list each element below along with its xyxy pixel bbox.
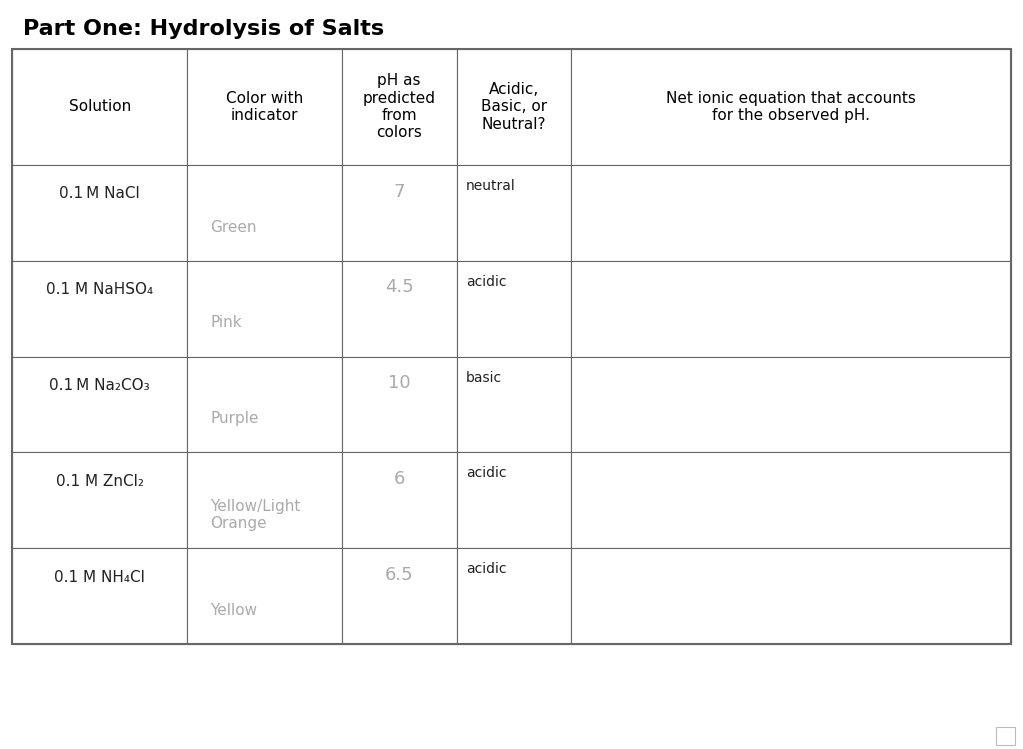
Bar [456,548,572,644]
Bar [342,452,456,548]
Text: 0.1 M Na₂CO₃: 0.1 M Na₂CO₃ [49,377,150,392]
Bar [572,357,1011,452]
Text: Yellow/Light
Orange: Yellow/Light Orange [210,499,301,531]
Text: Acidic,
Basic, or
Neutral?: Acidic, Basic, or Neutral? [481,82,547,132]
Bar [12,357,187,452]
Text: basic: basic [465,371,502,385]
Bar [456,452,572,548]
Bar [342,261,456,357]
Text: 0.1 M NH₄Cl: 0.1 M NH₄Cl [54,569,145,584]
Bar [456,165,572,261]
Bar [572,49,1011,165]
Text: Net ionic equation that accounts
for the observed pH.: Net ionic equation that accounts for the… [666,91,916,123]
Text: Part One: Hydrolysis of Salts: Part One: Hydrolysis of Salts [23,19,384,39]
Bar [12,49,1011,644]
Text: Color with
indicator: Color with indicator [226,91,303,123]
Text: Solution: Solution [69,99,131,115]
Text: pH as
predicted
from
colors: pH as predicted from colors [363,73,436,140]
Text: neutral: neutral [465,179,516,193]
Bar [12,452,187,548]
Text: 0.1 M NaHSO₄: 0.1 M NaHSO₄ [46,282,153,297]
Bar [187,261,342,357]
Bar [187,357,342,452]
Text: acidic: acidic [465,275,506,289]
Bar [187,548,342,644]
Bar [996,727,1015,745]
Bar [12,165,187,261]
Bar [342,357,456,452]
Text: 0.1 M NaCl: 0.1 M NaCl [59,186,140,201]
Bar [187,452,342,548]
Bar [456,261,572,357]
Bar [572,165,1011,261]
Bar [456,49,572,165]
Bar [572,452,1011,548]
Bar [187,49,342,165]
Bar [456,357,572,452]
Text: Yellow: Yellow [210,603,258,618]
Text: 6.5: 6.5 [385,566,413,584]
Text: acidic: acidic [465,562,506,577]
Text: 4.5: 4.5 [385,279,413,297]
Bar [12,49,187,165]
Text: Green: Green [210,219,257,234]
Text: 0.1 M ZnCl₂: 0.1 M ZnCl₂ [55,473,143,488]
Text: 10: 10 [388,374,410,392]
Text: 7: 7 [394,183,405,201]
Bar [187,165,342,261]
Bar [12,261,187,357]
Bar [342,49,456,165]
Text: Purple: Purple [210,411,259,426]
Bar [572,261,1011,357]
Text: 6: 6 [394,470,405,488]
Bar [572,548,1011,644]
Bar [342,548,456,644]
Text: acidic: acidic [465,467,506,481]
Bar [12,548,187,644]
Bar [342,165,456,261]
Text: Pink: Pink [210,315,241,330]
